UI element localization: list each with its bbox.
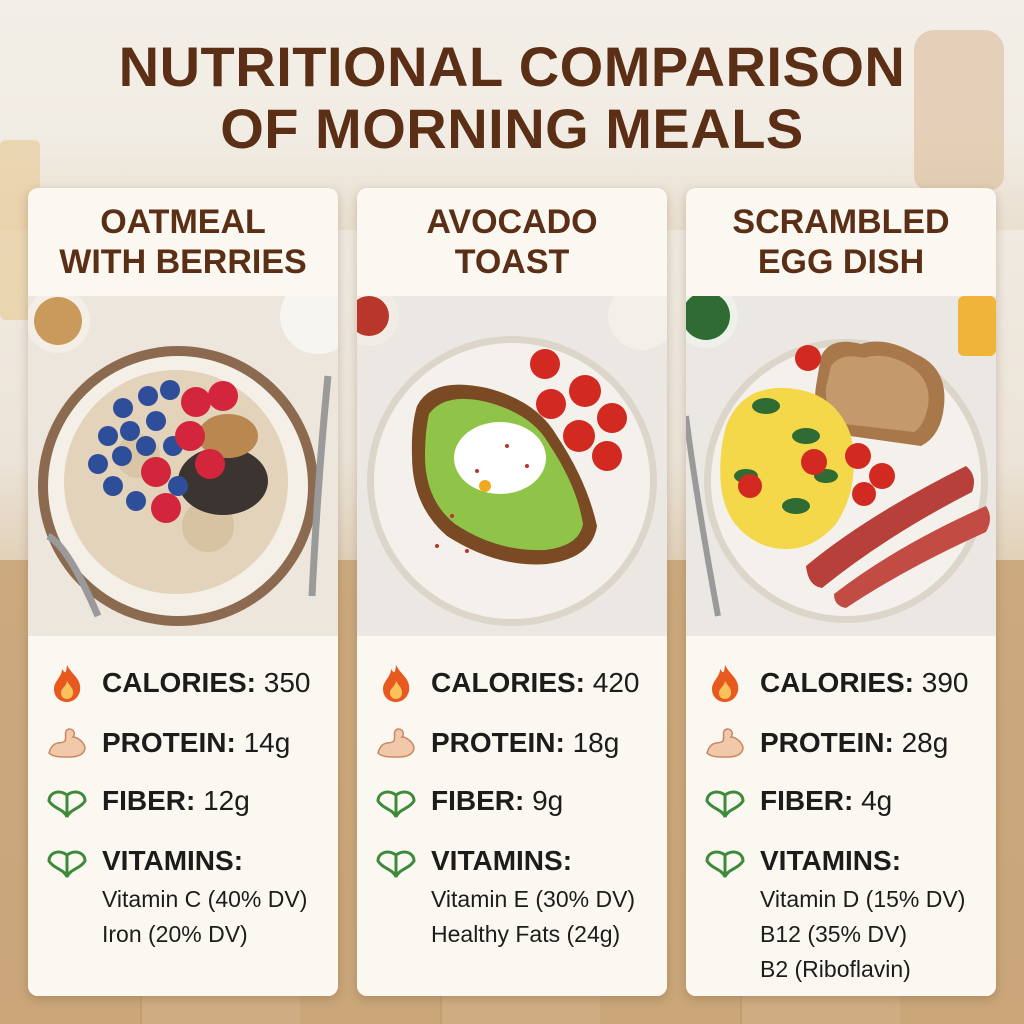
meal-title-line-1: SCRAMBLED <box>732 203 950 241</box>
vitamin-item: Vitamin C (40% DV) <box>102 886 308 912</box>
leaf-icon <box>375 780 417 822</box>
meal-title: AVOCADO TOAST <box>357 188 667 296</box>
nutrition-stats: CALORIES: 390 PROTEIN: 28g FIBER: 4g VIT… <box>686 636 996 996</box>
flexed-arm-icon <box>704 722 746 764</box>
protein-label: PROTEIN: <box>760 727 894 758</box>
vitamin-item: B2 (Riboflavin) <box>760 956 911 982</box>
flexed-arm-icon <box>46 722 88 764</box>
meal-title: SCRAMBLED EGG DISH <box>686 188 996 296</box>
protein-value: 28g <box>901 727 949 758</box>
nutrition-stats: CALORIES: 420 PROTEIN: 18g FIBER: 9g VIT… <box>357 636 667 996</box>
meal-card-oatmeal: OATMEAL WITH BERRIES <box>28 188 338 996</box>
meal-title-line-2: WITH BERRIES <box>59 243 307 281</box>
fiber-row: FIBER: 4g <box>704 780 892 822</box>
meal-photo-scrambled-egg <box>686 296 996 636</box>
page-title-line-2: OF MORNING MEALS <box>220 97 804 160</box>
calories-label: CALORIES: <box>102 667 256 698</box>
fire-icon <box>704 662 746 704</box>
vitamins-label: VITAMINS: <box>760 845 902 876</box>
page-title: NUTRITIONAL COMPARISON OF MORNING MEALS <box>0 36 1024 160</box>
leaf-icon <box>704 780 746 822</box>
meal-title-line-1: AVOCADO <box>426 203 598 241</box>
protein-row: PROTEIN: 14g <box>46 722 290 764</box>
calories-label: CALORIES: <box>760 667 914 698</box>
meal-title-line-1: OATMEAL <box>100 203 266 241</box>
calories-row: CALORIES: 390 <box>704 662 969 704</box>
fiber-value: 12g <box>203 785 250 816</box>
protein-value: 18g <box>572 727 620 758</box>
meal-title-line-2: TOAST <box>454 243 570 281</box>
vitamins-label: VITAMINS: <box>431 845 573 876</box>
calories-value: 390 <box>921 667 969 698</box>
fire-icon <box>46 662 88 704</box>
background-cutting-board <box>914 30 1004 190</box>
vitamin-item: Iron (20% DV) <box>102 921 248 947</box>
flexed-arm-icon <box>375 722 417 764</box>
fiber-row: FIBER: 9g <box>375 780 563 822</box>
fiber-value: 9g <box>532 785 564 816</box>
calories-row: CALORIES: 420 <box>375 662 640 704</box>
leaf-icon <box>375 840 417 882</box>
fiber-row: FIBER: 12g <box>46 780 250 822</box>
leaf-icon <box>46 780 88 822</box>
page-title-line-1: NUTRITIONAL COMPARISON <box>118 35 906 98</box>
fiber-label: FIBER: <box>431 785 525 816</box>
nutrition-stats: CALORIES: 350 PROTEIN: 14g FIBER: 12g VI… <box>28 636 338 996</box>
vitamin-item: Healthy Fats (24g) <box>431 921 621 947</box>
meal-photo-oatmeal <box>28 296 338 636</box>
leaf-icon <box>704 840 746 882</box>
vitamin-item: B12 (35% DV) <box>760 921 908 947</box>
calories-label: CALORIES: <box>431 667 585 698</box>
vitamins-row: VITAMINS: <box>46 840 243 882</box>
protein-label: PROTEIN: <box>431 727 565 758</box>
meal-title-line-2: EGG DISH <box>757 243 925 281</box>
protein-row: PROTEIN: 28g <box>704 722 948 764</box>
calories-row: CALORIES: 350 <box>46 662 311 704</box>
fiber-value: 4g <box>861 785 893 816</box>
vitamins-row: VITAMINS: <box>375 840 572 882</box>
vitamins-list: Vitamin D (15% DV) B12 (35% DV) B2 (Ribo… <box>760 882 965 987</box>
protein-row: PROTEIN: 18g <box>375 722 619 764</box>
vitamins-label: VITAMINS: <box>102 845 244 876</box>
meal-title: OATMEAL WITH BERRIES <box>28 188 338 296</box>
fire-icon <box>375 662 417 704</box>
meal-card-scrambled-egg: SCRAMBLED EGG DISH CALORIES: 390 <box>686 188 996 996</box>
vitamins-list: Vitamin E (30% DV) Healthy Fats (24g) <box>431 882 635 952</box>
leaf-icon <box>46 840 88 882</box>
protein-label: PROTEIN: <box>102 727 236 758</box>
protein-value: 14g <box>243 727 291 758</box>
vitamin-item: Vitamin D (15% DV) <box>760 886 966 912</box>
meal-photo-avocado-toast <box>357 296 667 636</box>
calories-value: 420 <box>592 667 640 698</box>
fiber-label: FIBER: <box>102 785 196 816</box>
vitamin-item: Vitamin E (30% DV) <box>431 886 636 912</box>
calories-value: 350 <box>263 667 311 698</box>
meal-card-avocado-toast: AVOCADO TOAST CALORIES: 420 <box>357 188 667 996</box>
vitamins-row: VITAMINS: <box>704 840 901 882</box>
fiber-label: FIBER: <box>760 785 854 816</box>
vitamins-list: Vitamin C (40% DV) Iron (20% DV) <box>102 882 307 952</box>
